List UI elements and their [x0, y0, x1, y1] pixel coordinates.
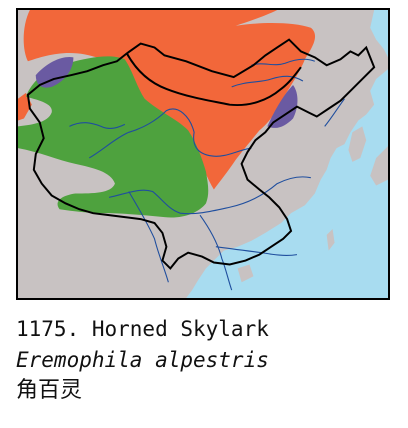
taiwan	[326, 228, 335, 251]
river-north-2	[231, 75, 304, 88]
river-south	[199, 214, 233, 291]
yellow-river	[88, 108, 252, 159]
caption-number-and-common-name: 1175. Horned Skylark	[16, 317, 269, 341]
river-west-1	[69, 122, 126, 130]
river-north-1	[251, 58, 315, 66]
national-border	[26, 38, 376, 270]
caption-scientific-name: Eremophila alpestris	[16, 348, 269, 372]
river-southwest	[128, 191, 169, 283]
korean-peninsula	[348, 126, 367, 162]
breeding-range-north	[23, 10, 316, 190]
resident-range	[18, 56, 209, 218]
mongolia-border	[125, 52, 302, 107]
japan-islands	[370, 146, 388, 186]
range-map-svg	[18, 10, 388, 298]
winter-range-west	[35, 56, 74, 88]
river-northeast	[324, 98, 345, 127]
range-map	[16, 8, 390, 300]
caption-chinese-name: 角百灵	[16, 378, 83, 403]
winter-range-east	[267, 84, 298, 128]
hainan	[237, 264, 254, 283]
yangtze-river	[108, 176, 311, 215]
